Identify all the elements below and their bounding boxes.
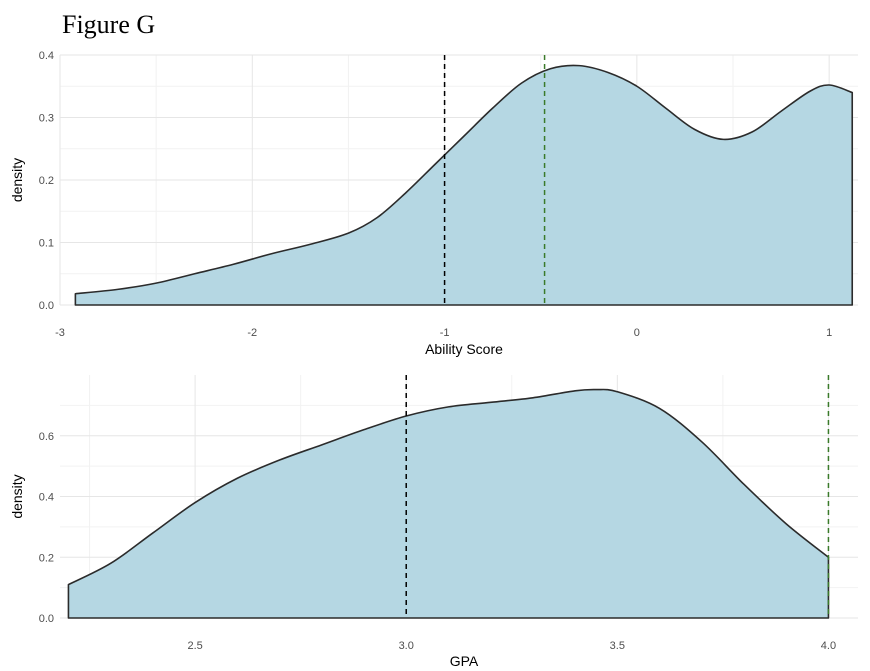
y-axis-title: density <box>9 474 25 518</box>
y-tick-label: 0.0 <box>39 300 54 312</box>
density-panel-2: 2.5 3.0 3.5 4.0 0.0 0.2 0.4 0.6 GPA density <box>9 375 858 669</box>
y-tick-label: 0.3 <box>39 113 54 125</box>
x-tick-label: 2.5 <box>187 640 202 652</box>
x-tick-label: -3 <box>55 327 65 339</box>
density-panel-1: -3 -2 -1 0 1 0.0 0.1 0.2 0.3 0.4 Ability Score dens… <box>9 50 858 357</box>
x-axis-title: Ability Score <box>425 341 503 357</box>
x-tick-label: 3.0 <box>399 640 414 652</box>
y-tick-label: 0.2 <box>39 552 54 564</box>
y-tick-label: 0.2 <box>39 175 54 187</box>
figure-title: Figure G <box>62 10 156 39</box>
x-tick-label: 0 <box>634 327 640 339</box>
x-axis-title: GPA <box>450 653 479 669</box>
density-area <box>67 388 830 619</box>
y-tick-label: 0.0 <box>39 613 54 625</box>
density-area <box>74 64 854 306</box>
x-tick-label: 1 <box>826 327 832 339</box>
x-tick-label: -1 <box>440 327 450 339</box>
y-tick-label: 0.1 <box>39 238 54 250</box>
x-tick-label: 4.0 <box>821 640 836 652</box>
x-tick-label: 3.5 <box>610 640 625 652</box>
y-tick-label: 0.6 <box>39 431 54 443</box>
x-tick-label: -2 <box>247 327 257 339</box>
y-tick-label: 0.4 <box>39 50 54 62</box>
y-axis-title: density <box>9 158 25 202</box>
y-tick-label: 0.4 <box>39 492 54 504</box>
